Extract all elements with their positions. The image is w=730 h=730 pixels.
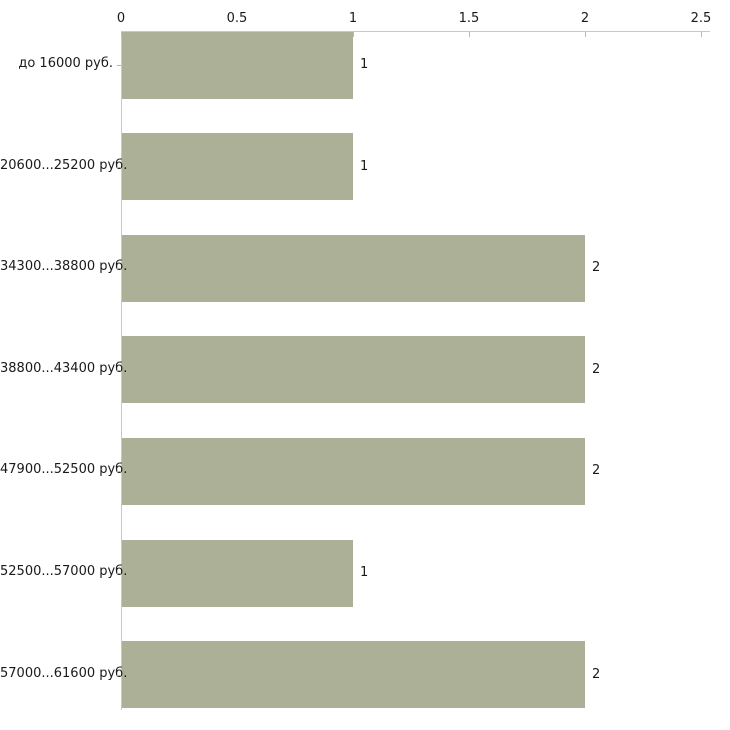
bar-value-label: 2 [592,666,601,682]
bar [122,336,585,404]
category-tick-mark [117,370,121,371]
category-label: 38800...43400 руб. [0,360,128,376]
x-tick-mark [353,32,354,37]
category-label: 52500...57000 руб. [0,564,128,579]
category-tick-mark [117,167,121,168]
category-label: 20600...25200 руб. [0,157,128,173]
category-label: 57000...61600 руб. [0,665,128,681]
bar [122,133,353,201]
x-tick-label: 0.5 [226,11,248,26]
x-tick-label: 2.5 [690,11,712,26]
category-tick-mark [117,573,121,574]
category-tick-mark [117,471,121,472]
x-tick-mark [469,32,470,37]
x-tick-label: 1.5 [458,11,480,26]
bar-value-label: 2 [592,361,601,377]
bar [122,437,585,505]
category-label: 47900...52500 руб. [0,462,128,478]
bar-value-label: 1 [360,158,369,174]
category-tick-mark [117,675,121,676]
bar-value-label: 1 [360,57,369,72]
category-tick-mark [117,268,121,269]
bar [122,641,585,709]
x-axis-line [121,31,710,32]
category-label: до 16000 руб. [18,56,113,71]
bar [122,31,353,99]
category-tick-mark [117,65,121,66]
x-tick-mark [121,32,122,37]
bar-value-label: 2 [592,260,601,276]
y-axis-line [121,31,122,711]
x-tick-label: 1 [348,11,358,26]
x-tick-mark [585,32,586,37]
bar [122,234,585,302]
category-label: 34300...38800 руб. [0,259,128,275]
bar-value-label: 2 [592,463,601,479]
bar [122,539,353,607]
x-tick-label: 2 [580,11,590,26]
x-tick-mark [701,32,702,37]
bar-value-label: 1 [360,565,369,580]
x-tick-label: 0 [116,11,126,26]
